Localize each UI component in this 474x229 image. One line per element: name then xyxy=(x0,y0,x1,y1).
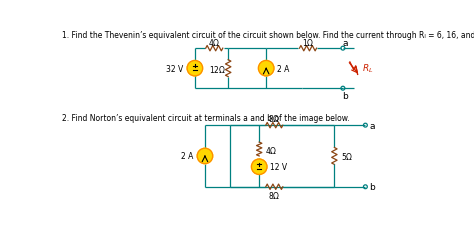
Text: 1. Find the Thevenin’s equivalent circuit of the circuit shown below. Find the c: 1. Find the Thevenin’s equivalent circui… xyxy=(63,31,474,40)
Text: 12$\Omega$: 12$\Omega$ xyxy=(210,63,227,74)
Text: 8$\Omega$: 8$\Omega$ xyxy=(268,112,281,123)
Text: b: b xyxy=(369,183,375,191)
Text: 4$\Omega$: 4$\Omega$ xyxy=(208,36,220,47)
Circle shape xyxy=(197,149,213,164)
Text: $R_L$: $R_L$ xyxy=(362,63,373,75)
Circle shape xyxy=(187,61,202,76)
Text: 5$\Omega$: 5$\Omega$ xyxy=(341,151,353,162)
Text: 4$\Omega$: 4$\Omega$ xyxy=(265,144,278,155)
Text: 2. Find Norton’s equivalent circuit at terminals a and b of the image below.: 2. Find Norton’s equivalent circuit at t… xyxy=(63,113,350,122)
Text: 2 A: 2 A xyxy=(181,152,193,161)
Text: a: a xyxy=(369,121,375,130)
Text: a: a xyxy=(342,38,347,47)
Text: 2 A: 2 A xyxy=(277,64,290,73)
Circle shape xyxy=(251,159,267,175)
Text: b: b xyxy=(342,91,348,100)
Text: 12 V: 12 V xyxy=(270,163,287,172)
Text: 8$\Omega$: 8$\Omega$ xyxy=(268,189,281,200)
Text: 32 V: 32 V xyxy=(166,64,183,73)
Circle shape xyxy=(258,61,274,76)
Text: 1$\Omega$: 1$\Omega$ xyxy=(302,36,314,47)
